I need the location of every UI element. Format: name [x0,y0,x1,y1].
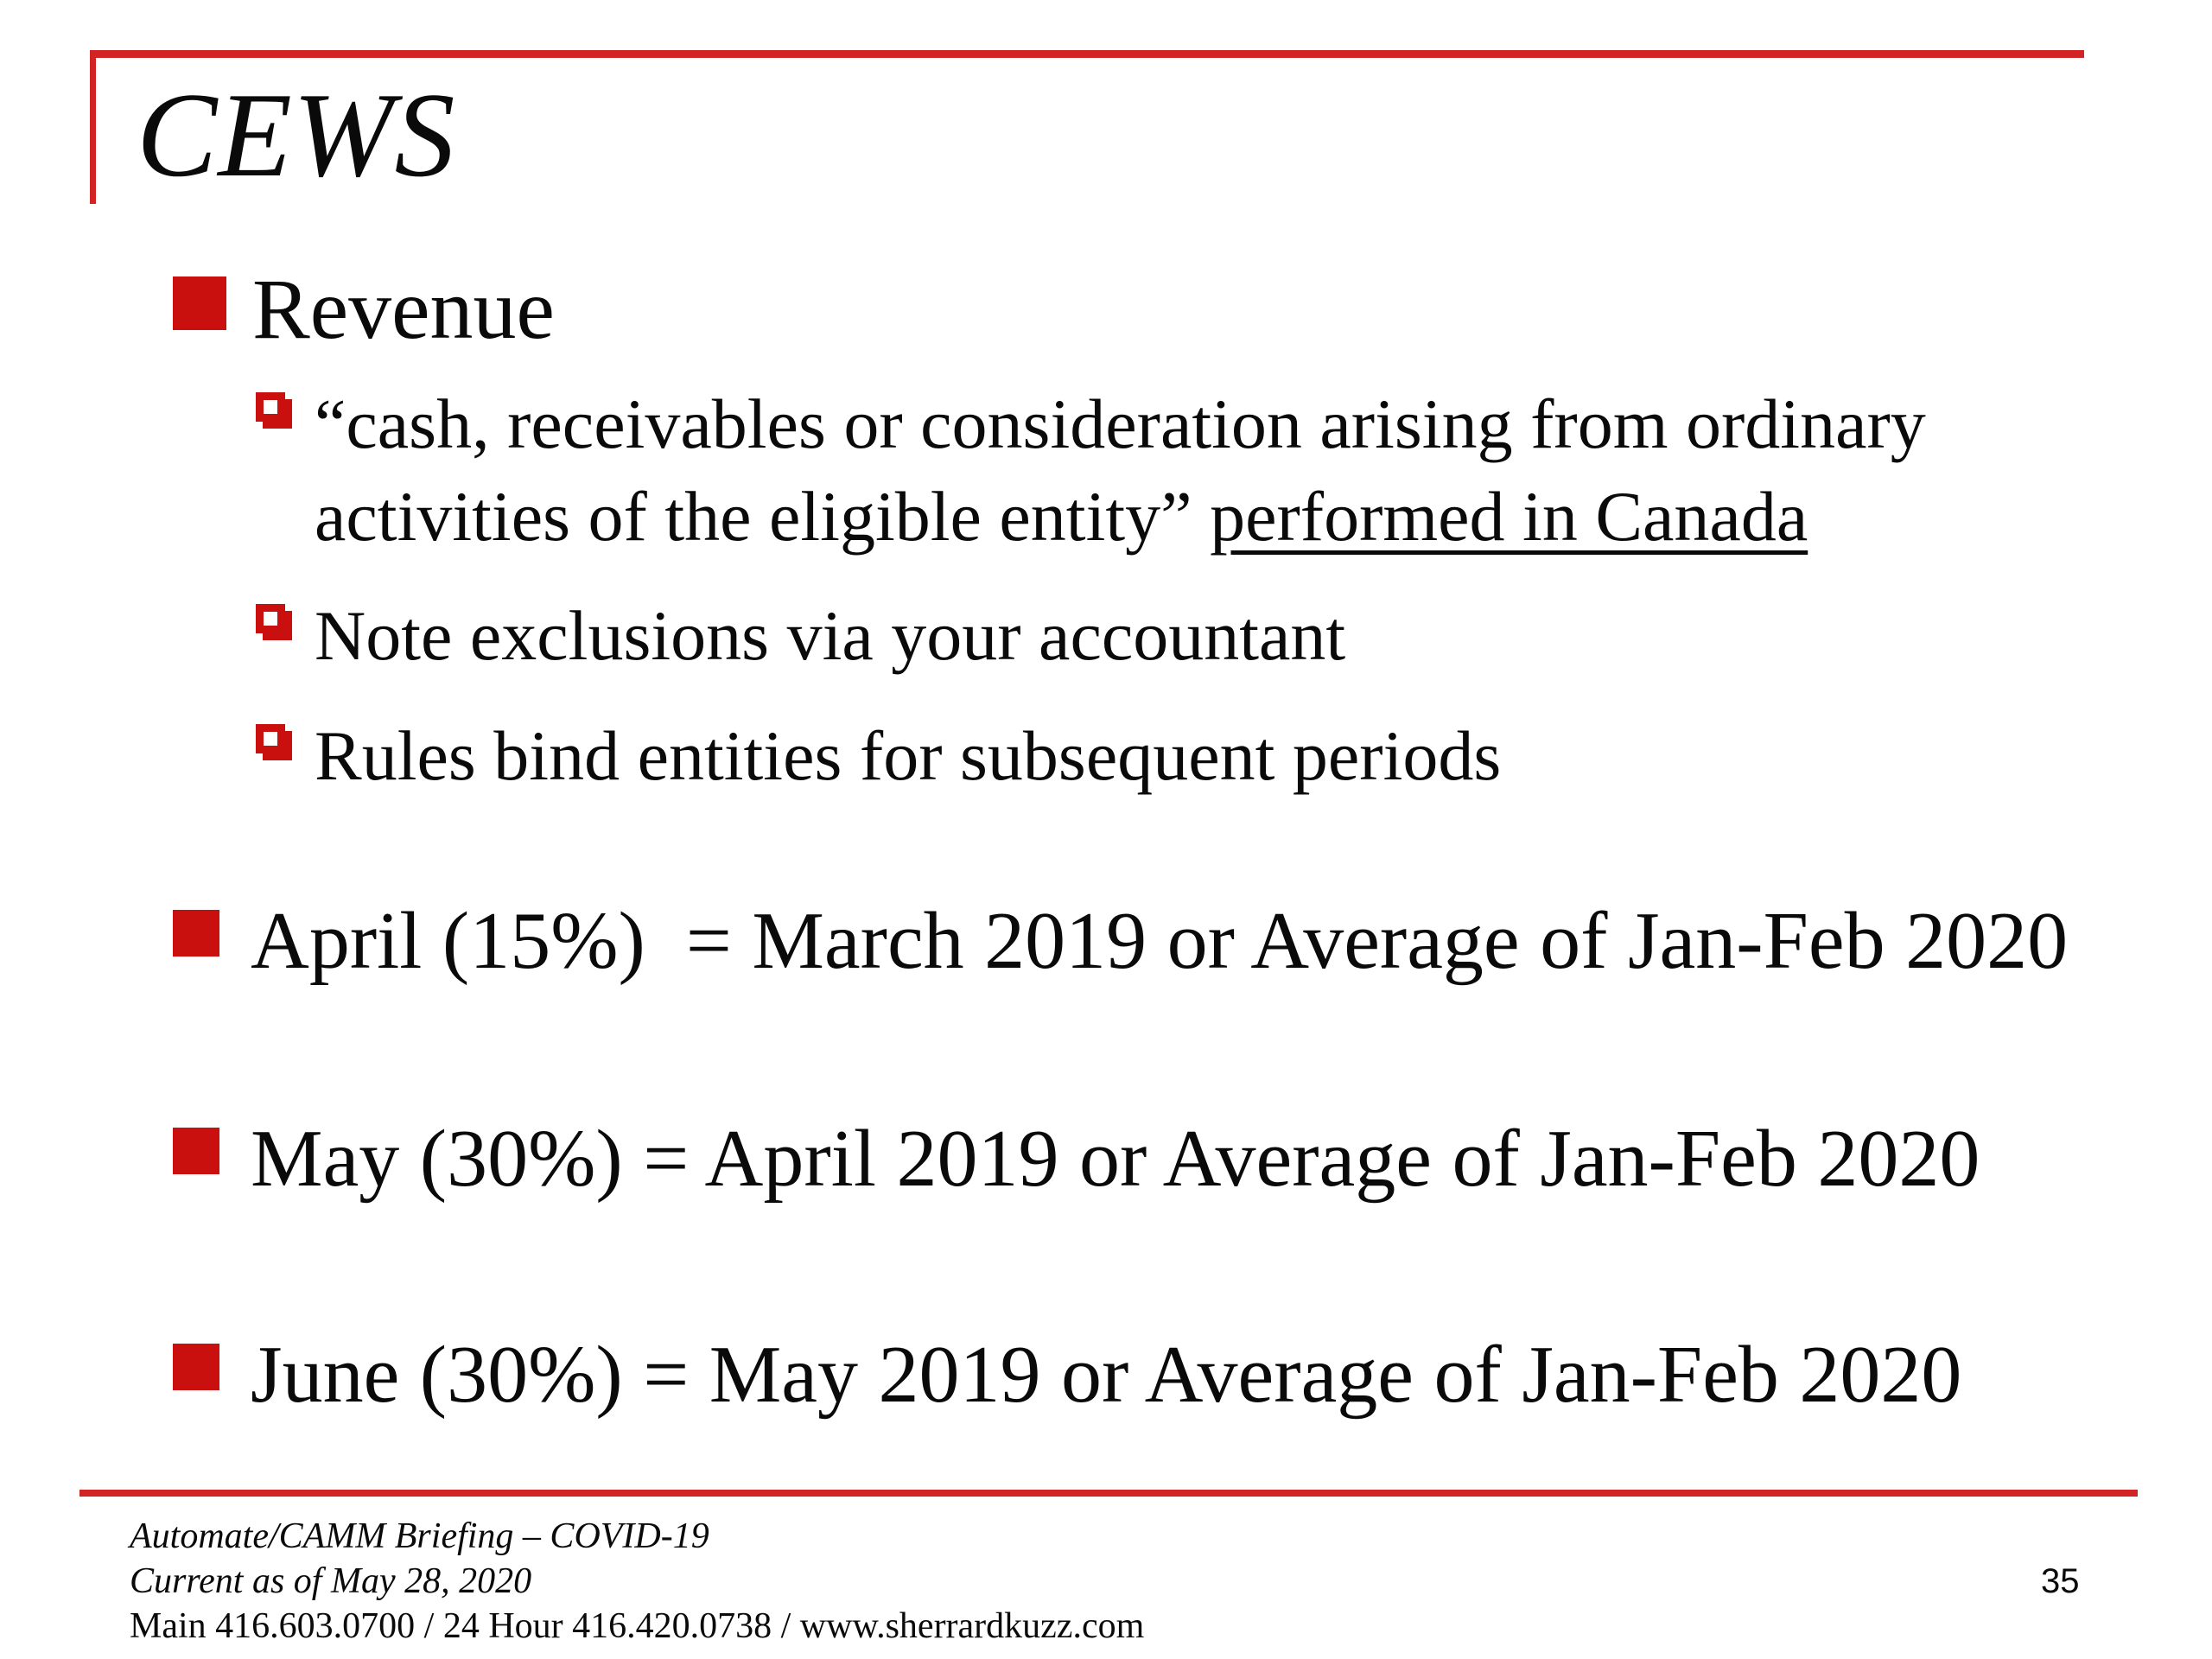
footer-rule [79,1490,2138,1497]
shadowed-square-bullet-icon [256,604,285,634]
shadowed-square-bullet-icon [256,392,285,422]
footer-contact-line: Main 416.603.0700 / 24 Hour 416.420.0738… [130,1606,1145,1647]
filled-square-bullet-icon [173,1344,219,1390]
title-left-rule [90,50,96,204]
list-item-note-exclusions: Note exclusions via your accountant [256,590,1926,683]
page-number: 35 [2041,1562,2080,1600]
filled-square-bullet-icon [173,910,219,957]
top-rule [90,50,2084,58]
sub-bullet-line1: “cash, receivables or consideration aris… [315,385,1926,463]
sub-bullet-text: Rules bind entities for subsequent perio… [315,715,1502,795]
sub-bullet-text: Note exclusions via your accountant [315,596,1346,676]
page-title: CEWS [137,68,456,202]
shadowed-square-bullet-icon [256,723,285,753]
list-item-rules-bind: Rules bind entities for subsequent perio… [256,710,1926,803]
sub-bullet-text: “cash, receivables or consideration aris… [315,378,1926,563]
performed-in-canada-underlined: performed in Canada [1210,476,1808,556]
bullet-revenue: Revenue [173,259,555,359]
bullet-june-text: June (30%) = May 2019 or Average of Jan-… [251,1330,1962,1420]
bullet-june: June (30%) = May 2019 or Average of Jan-… [173,1328,1961,1421]
bullet-april: April (15%) = March 2019 or Average of J… [173,894,2068,988]
sub-bullet-line2: activities of the eligible entity” [315,476,1211,556]
footer: Automate/CAMM Briefing – COVID-19 Curren… [130,1514,1144,1649]
bullet-may: May (30%) = April 2019 or Average of Jan… [173,1112,1980,1205]
footer-briefing-line: Automate/CAMM Briefing – COVID-19 [130,1516,709,1556]
filled-square-bullet-icon [173,276,226,330]
revenue-sub-list: “cash, receivables or consideration aris… [256,378,1926,830]
list-item-cash-receivables: “cash, receivables or consideration aris… [256,378,1926,563]
filled-square-bullet-icon [173,1128,219,1174]
bullet-april-text: April (15%) = March 2019 or Average of J… [251,896,2069,986]
bullet-revenue-label: Revenue [252,261,555,357]
bullet-may-text: May (30%) = April 2019 or Average of Jan… [251,1114,1980,1204]
footer-current-as-of-line: Current as of May 28, 2020 [130,1561,532,1602]
